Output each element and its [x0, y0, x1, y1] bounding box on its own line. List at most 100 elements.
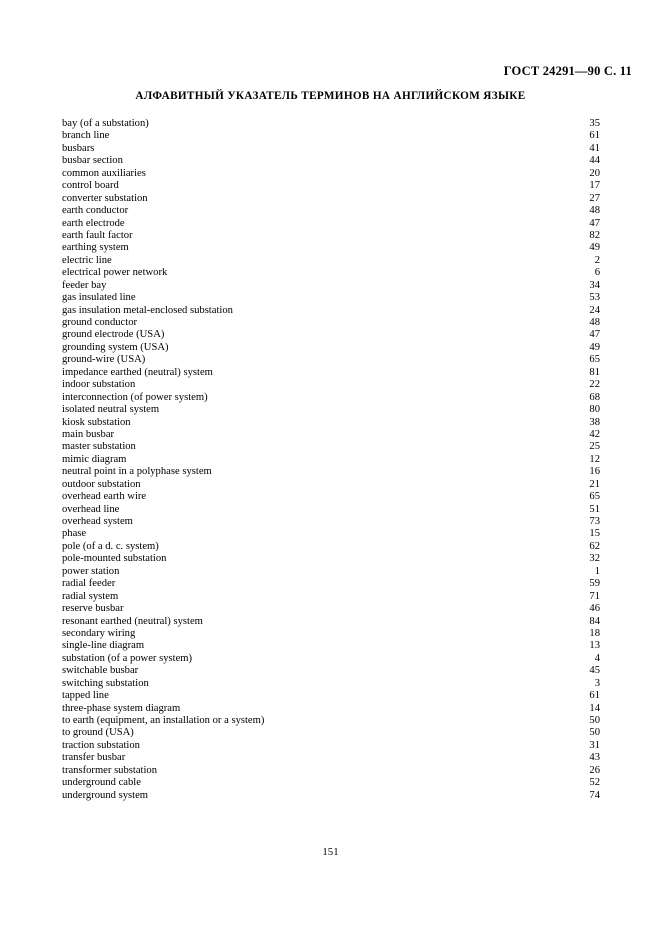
index-entry-term: neutral point in a polyphase system	[62, 466, 212, 478]
index-entry-row: phase 15	[62, 528, 600, 540]
index-entry-term: switching substation	[62, 677, 149, 689]
index-entry-page-number: 51	[589, 503, 600, 515]
index-entry-page-number: 44	[589, 155, 600, 167]
index-entry-term: kiosk substation	[62, 416, 131, 428]
index-entry-row: outdoor substation 21	[62, 479, 600, 491]
index-entry-row: busbars 41	[62, 143, 600, 155]
index-entry-page-number: 59	[589, 578, 600, 590]
index-entry-row: earth fault factor 82	[62, 230, 600, 242]
index-entry-row: underground cable 52	[62, 777, 600, 789]
index-entry-term: feeder bay	[62, 279, 107, 291]
index-entry-term: ground electrode (USA)	[62, 329, 165, 341]
index-entry-row: power station 1	[62, 566, 600, 578]
index-entry-row: earth electrode 47	[62, 218, 600, 230]
index-entry-page-number: 20	[589, 167, 600, 179]
page-footer-number: 151	[322, 846, 339, 858]
index-entry-row: radial feeder 59	[62, 578, 600, 590]
index-entry-term: earthing system	[62, 242, 129, 254]
index-entry-term: earth electrode	[62, 217, 125, 229]
index-entry-row: reserve busbar 46	[62, 603, 600, 615]
index-entry-row: bay (of a substation) 35	[62, 118, 600, 130]
index-entry-page-number: 25	[589, 441, 600, 453]
index-entry-term: overhead earth wire	[62, 491, 147, 503]
index-entry-term: transformer substation	[62, 764, 158, 776]
index-entry-row: interconnection (of power system) 68	[62, 392, 600, 404]
index-entry-term: gas insulated line	[62, 292, 136, 304]
alphabetical-index-list: bay (of a substation) 35 branch line 61 busb…	[62, 118, 600, 802]
index-entry-term: overhead line	[62, 503, 120, 515]
index-entry-page-number: 32	[589, 553, 600, 565]
index-entry-page-number: 4	[594, 652, 600, 664]
index-entry-page-number: 61	[589, 690, 600, 702]
index-entry-page-number: 22	[589, 379, 600, 391]
index-entry-term: transfer busbar	[62, 752, 126, 764]
index-entry-term: ground-wire (USA)	[62, 354, 146, 366]
index-entry-page-number: 49	[589, 242, 600, 254]
index-entry-page-number: 48	[589, 205, 600, 217]
index-entry-row: to earth (equipment, an installation or …	[62, 715, 600, 727]
index-entry-page-number: 48	[589, 317, 600, 328]
index-entry-term: to ground (USA)	[62, 727, 134, 739]
index-entry-row: three-phase system diagram 14	[62, 703, 600, 715]
index-entry-page-number: 61	[589, 130, 600, 142]
index-entry-row: ground-wire (USA) 65	[62, 354, 600, 366]
index-entry-page-number: 26	[589, 764, 600, 776]
index-entry-term: underground system	[62, 789, 149, 801]
index-entry-page-number: 17	[589, 180, 600, 192]
index-entry-term: common auxiliaries	[62, 167, 146, 179]
index-entry-page-number: 50	[589, 727, 600, 739]
index-entry-page-number: 65	[589, 491, 600, 503]
index-entry-row: feeder bay 34	[62, 280, 600, 292]
index-entry-term: isolated neutral system	[62, 404, 160, 416]
index-entry-term: earth conductor	[62, 205, 129, 217]
index-entry-row: transfer busbar 43	[62, 752, 600, 764]
index-entry-term: reserve busbar	[62, 603, 124, 615]
index-entry-row: overhead system 73	[62, 516, 600, 528]
index-entry-row: underground system 74	[62, 790, 600, 802]
index-entry-page-number: 16	[589, 466, 600, 478]
index-entry-term: mimic diagram	[62, 453, 127, 465]
page-header-standard-ref: ГОСТ 24291—90 С. 11	[503, 64, 632, 78]
index-entry-term: gas insulation metal-enclosed substation	[62, 304, 233, 316]
index-entry-term: master substation	[62, 441, 136, 453]
index-entry-term: interconnection (of power system)	[62, 391, 208, 403]
index-entry-page-number: 45	[589, 665, 600, 677]
index-entry-row: master substation 25	[62, 441, 600, 453]
index-entry-page-number: 6	[594, 267, 600, 279]
index-entry-term: main busbar	[62, 428, 115, 440]
index-entry-page-number: 43	[589, 752, 600, 764]
index-entry-term: control board	[62, 180, 119, 192]
index-entry-row: grounding system (USA) 49	[62, 342, 600, 354]
index-entry-page-number: 47	[589, 217, 600, 229]
index-entry-row: gas insulation metal-enclosed substation…	[62, 305, 600, 317]
index-entry-page-number: 24	[589, 304, 600, 316]
index-entry-page-number: 71	[589, 590, 600, 602]
index-entry-term: earth fault factor	[62, 229, 133, 241]
index-entry-term: busbars	[62, 142, 95, 154]
index-entry-page-number: 50	[589, 715, 600, 726]
index-entry-row: transformer substation 26	[62, 765, 600, 777]
index-entry-term: outdoor substation	[62, 478, 141, 490]
index-entry-term: overhead system	[62, 516, 133, 527]
index-entry-row: common auxiliaries 20	[62, 168, 600, 180]
index-entry-page-number: 49	[589, 341, 600, 353]
index-entry-page-number: 31	[589, 739, 600, 751]
index-entry-page-number: 84	[589, 615, 600, 627]
index-entry-page-number: 47	[589, 329, 600, 341]
index-entry-row: electrical power network 6	[62, 267, 600, 279]
index-entry-term: radial feeder	[62, 578, 116, 590]
index-entry-term: ground conductor	[62, 317, 138, 328]
index-entry-page-number: 38	[589, 416, 600, 428]
index-entry-page-number: 41	[589, 142, 600, 154]
index-entry-page-number: 81	[589, 366, 600, 378]
index-entry-term: branch line	[62, 130, 110, 142]
index-entry-row: earthing system 49	[62, 242, 600, 254]
index-entry-page-number: 35	[589, 118, 600, 129]
index-entry-page-number: 1	[594, 565, 600, 577]
index-entry-page-number: 27	[589, 192, 600, 204]
index-entry-page-number: 13	[589, 640, 600, 652]
index-entry-page-number: 14	[589, 702, 600, 714]
index-entry-row: branch line 61	[62, 130, 600, 142]
index-entry-term: converter substation	[62, 192, 148, 204]
index-entry-row: isolated neutral system 80	[62, 404, 600, 416]
